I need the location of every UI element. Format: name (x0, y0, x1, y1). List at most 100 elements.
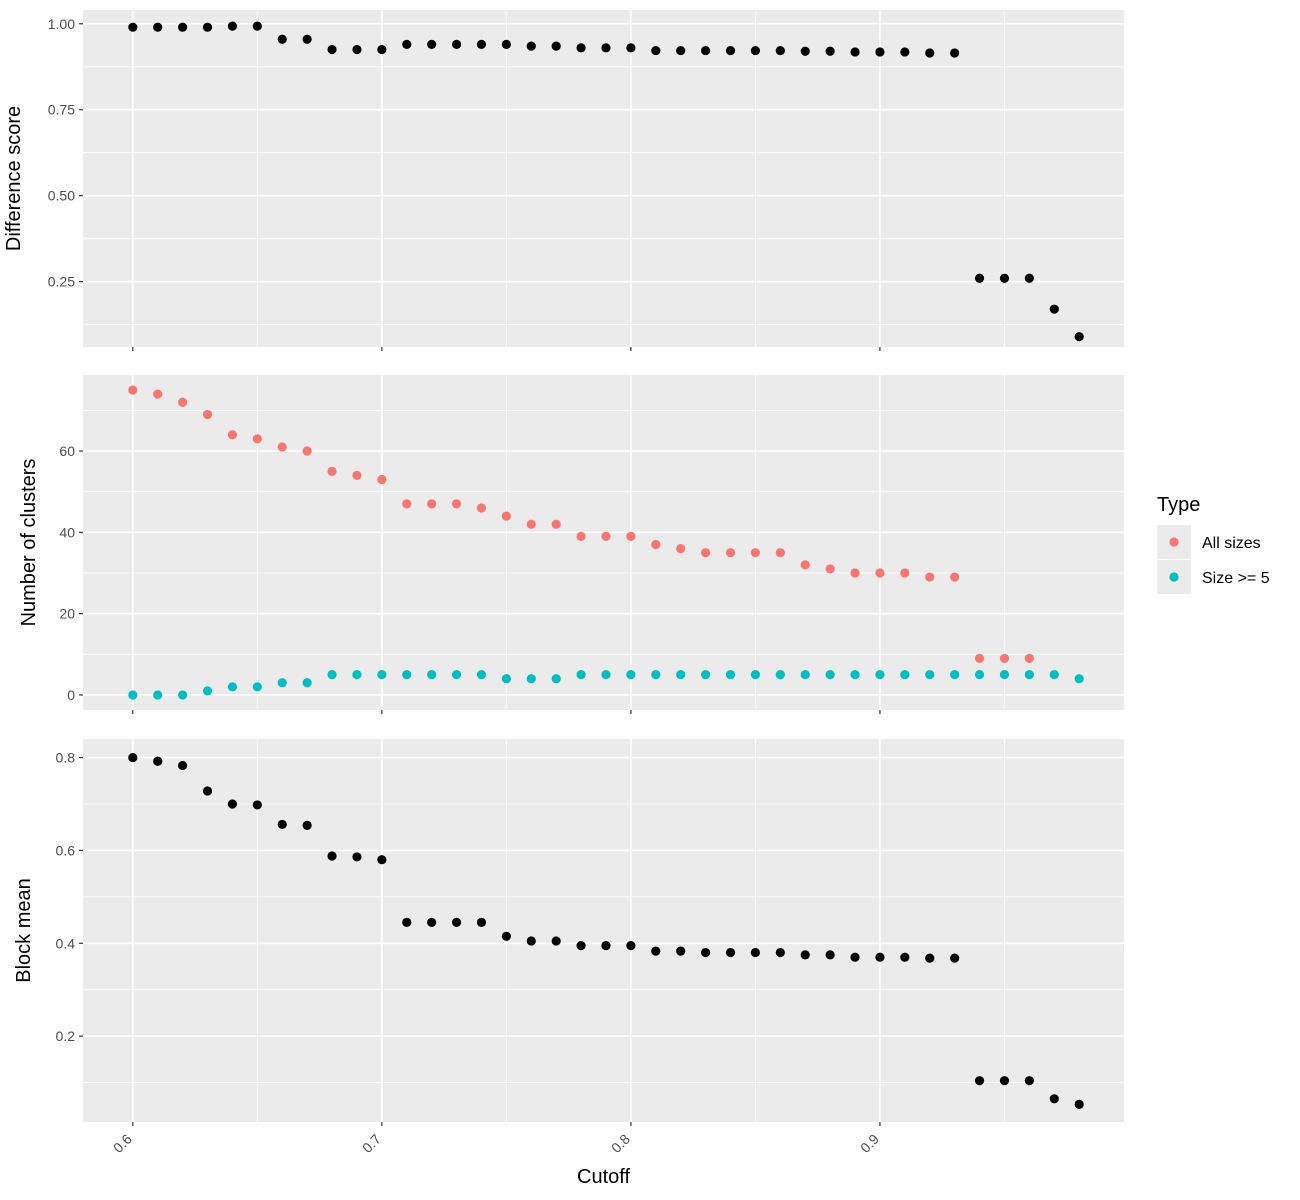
data-point (999, 653, 1010, 663)
data-point (153, 756, 163, 766)
data-point (1074, 1099, 1084, 1109)
data-point (128, 385, 138, 395)
x-tick-label: 0.7 (359, 1131, 384, 1156)
data-point (775, 45, 785, 56)
data-point (900, 670, 910, 680)
data-point (875, 568, 885, 578)
data-point (576, 531, 586, 542)
data-point (327, 851, 337, 861)
data-point (1024, 670, 1034, 680)
y-tick-label: 0 (67, 687, 75, 703)
data-point (974, 670, 985, 680)
data-point (153, 22, 163, 32)
data-point (800, 670, 810, 680)
data-point (576, 670, 586, 680)
legend-title: Type (1157, 494, 1200, 516)
data-point (676, 45, 686, 56)
data-point (725, 548, 736, 558)
data-point (252, 21, 262, 31)
data-point (476, 670, 487, 680)
data-point (302, 820, 312, 830)
data-point (601, 670, 611, 680)
data-point (327, 466, 337, 476)
data-point (800, 560, 810, 570)
data-point (676, 543, 686, 554)
data-point (651, 539, 661, 550)
data-point (227, 430, 238, 440)
data-point (1074, 674, 1084, 684)
data-point (825, 670, 835, 680)
data-point (950, 572, 960, 582)
data-point (750, 548, 761, 558)
data-point (427, 917, 437, 927)
data-point (551, 519, 561, 529)
data-point (576, 940, 586, 951)
data-point (302, 446, 312, 456)
data-point (227, 682, 238, 692)
y-tick-label: 0.6 (56, 842, 76, 858)
y-axis-title: Block mean (13, 878, 35, 983)
data-point (576, 43, 586, 53)
data-point (1074, 332, 1084, 342)
data-point (277, 442, 287, 452)
data-point (202, 686, 213, 696)
data-point (775, 670, 785, 680)
data-point (900, 952, 910, 962)
data-point (402, 917, 412, 927)
panel-background (83, 375, 1124, 710)
data-point (825, 564, 835, 574)
data-point (900, 568, 910, 578)
data-point (377, 670, 387, 680)
data-point (327, 44, 337, 55)
data-point (402, 39, 412, 49)
data-point (128, 22, 138, 32)
legend-label: All sizes (1202, 535, 1261, 552)
data-point (725, 45, 736, 56)
x-axis-title: Cutoff (577, 1166, 630, 1188)
data-point (925, 48, 935, 58)
data-point (999, 1076, 1010, 1086)
y-tick-label: 0.4 (56, 935, 76, 951)
data-point (775, 947, 785, 958)
data-point (925, 953, 935, 963)
data-point (327, 670, 337, 680)
data-point (725, 670, 736, 680)
y-tick-label: 60 (59, 443, 75, 459)
data-point (178, 690, 188, 700)
data-point (252, 434, 262, 444)
data-point (501, 931, 511, 941)
data-point (701, 670, 711, 680)
data-point (227, 799, 238, 809)
data-point (476, 503, 487, 513)
data-point (451, 670, 462, 680)
x-tick-label: 0.8 (608, 1131, 633, 1156)
data-point (626, 670, 636, 680)
data-point (701, 548, 711, 558)
data-point (825, 950, 835, 960)
data-point (875, 952, 885, 962)
data-point (651, 670, 661, 680)
data-point (427, 39, 437, 49)
data-point (701, 45, 711, 56)
data-point (302, 678, 312, 688)
data-point (402, 670, 412, 680)
data-point (626, 940, 636, 951)
data-point (701, 947, 711, 958)
data-point (551, 674, 561, 684)
x-tick-label: 0.6 (110, 1131, 135, 1156)
data-point (1024, 273, 1034, 283)
data-point (775, 548, 785, 558)
data-point (925, 572, 935, 582)
data-point (352, 470, 362, 481)
data-point (202, 409, 213, 420)
panel-background (83, 10, 1124, 347)
x-tick-label: 0.9 (857, 1131, 882, 1156)
data-point (800, 950, 810, 960)
data-point (551, 41, 561, 51)
y-axis-title: Difference score (3, 106, 25, 251)
data-point (601, 43, 611, 53)
data-point (128, 752, 138, 763)
data-point (750, 947, 761, 958)
data-point (427, 670, 437, 680)
